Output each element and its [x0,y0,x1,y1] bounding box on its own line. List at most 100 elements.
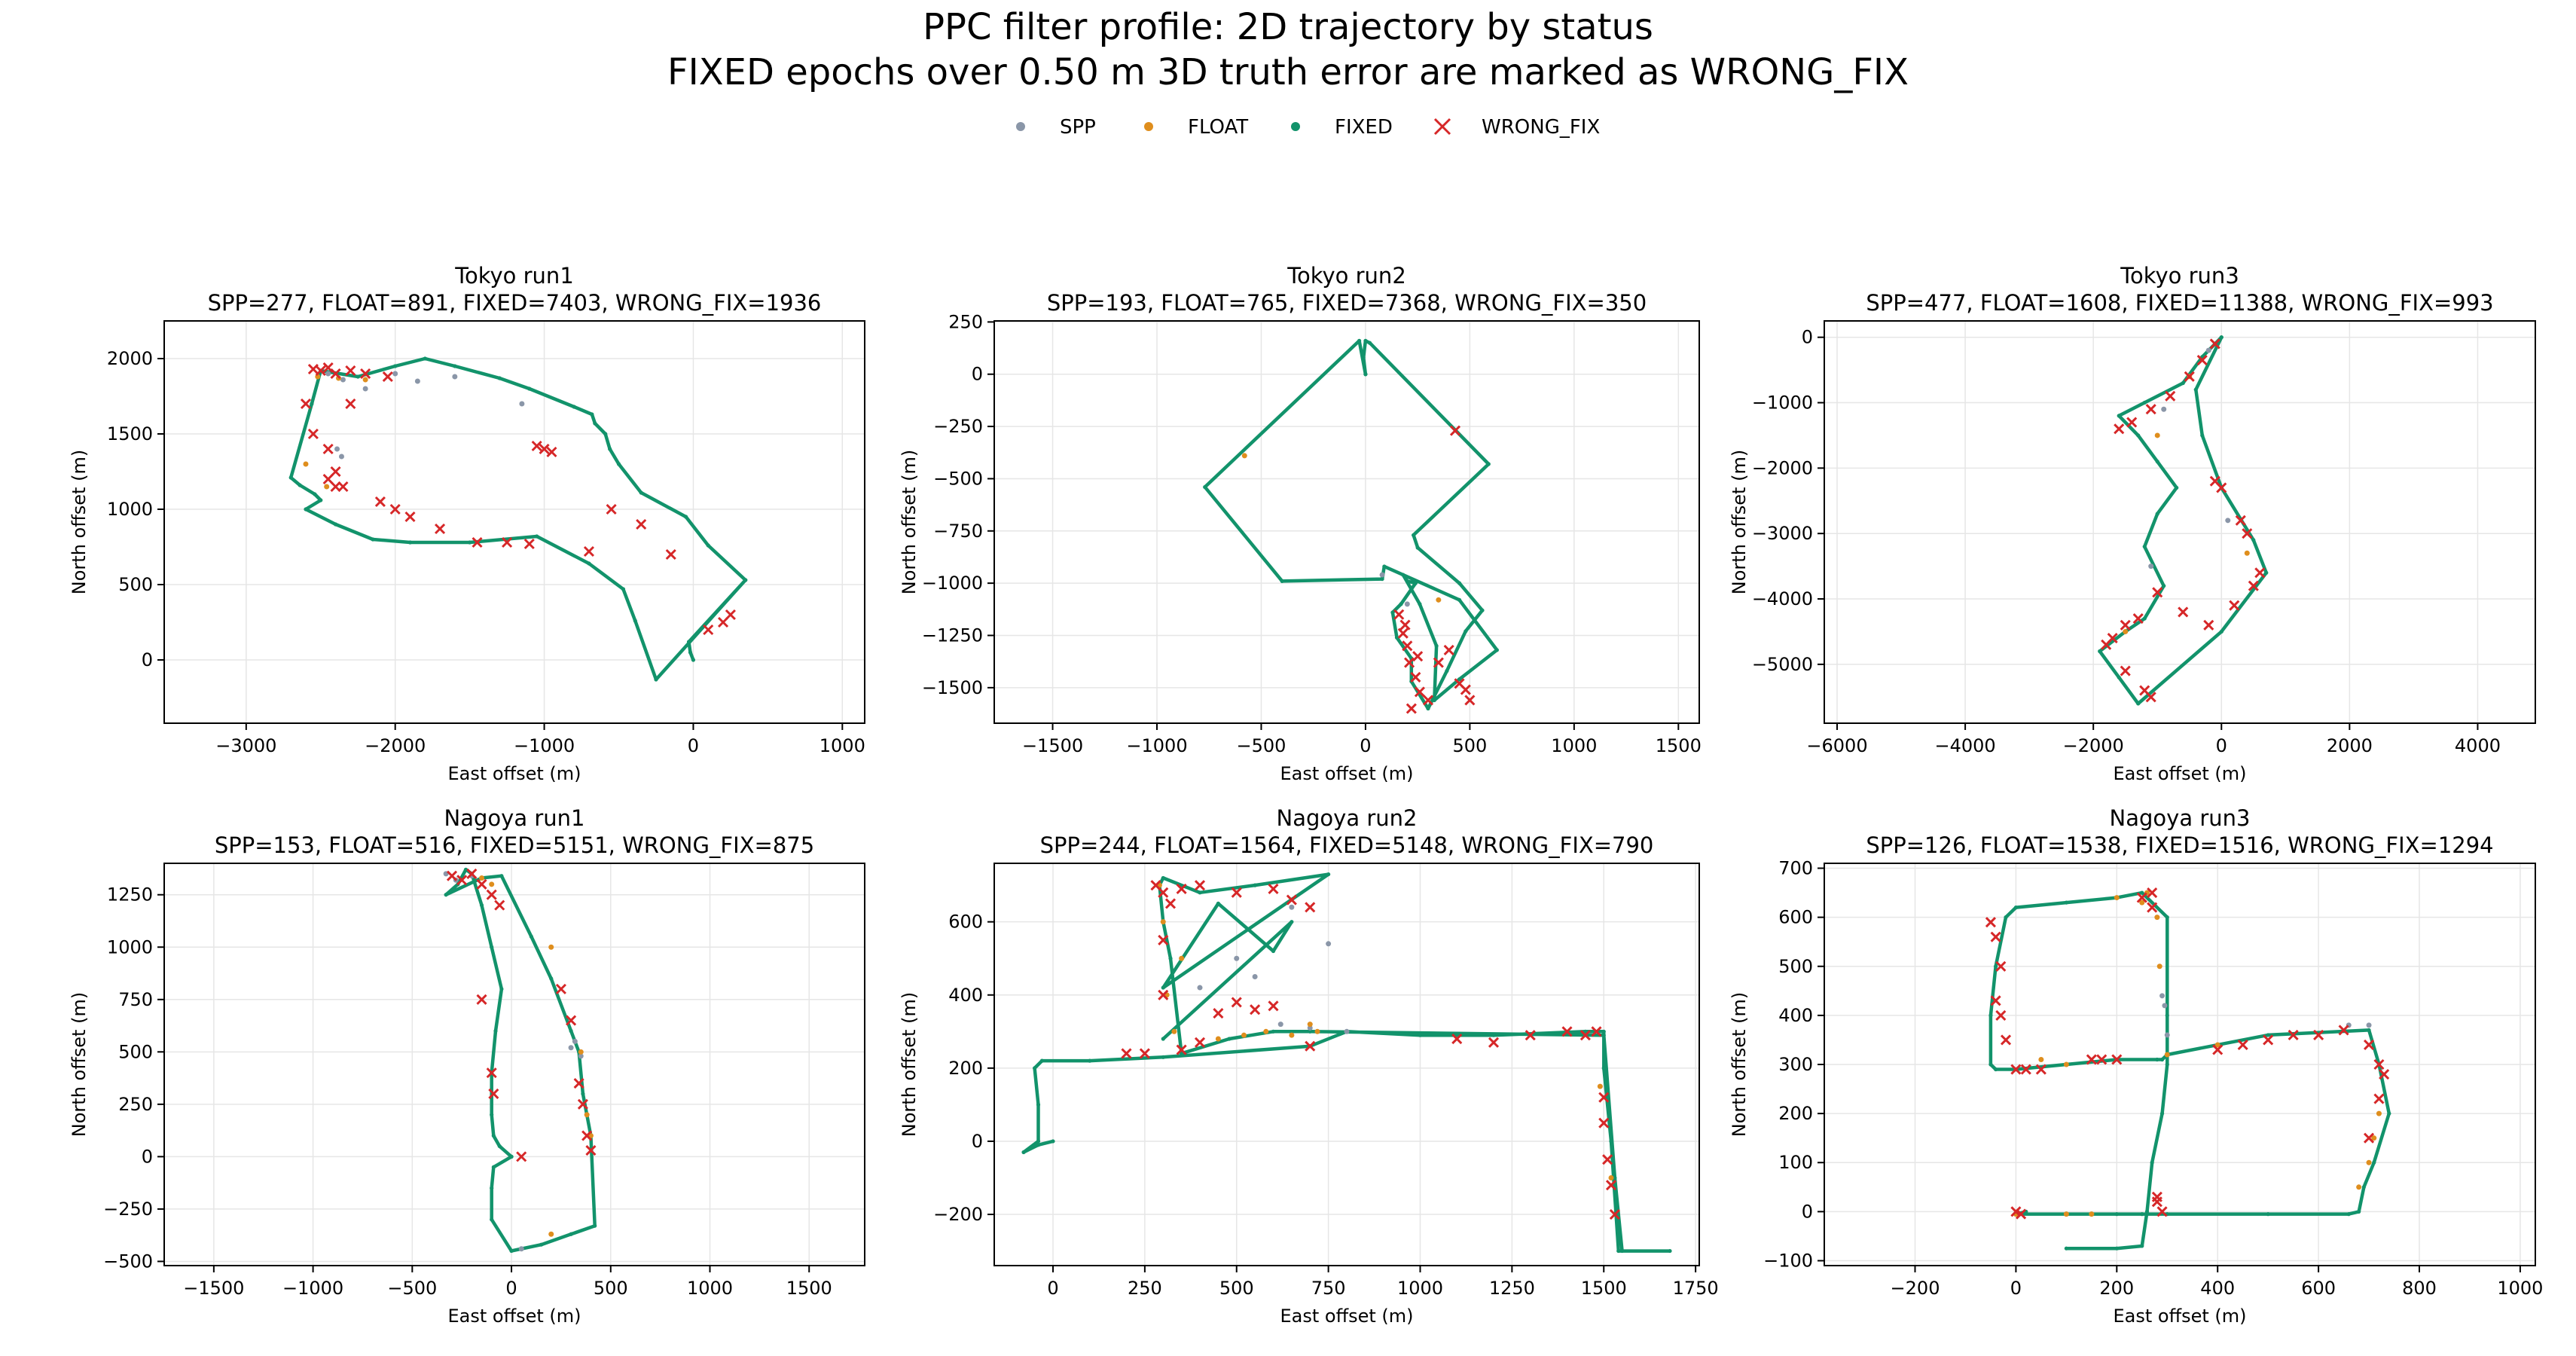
fixed-point [423,356,427,361]
fixed-point [499,987,504,991]
panel-subtitle: SPP=244, FLOAT=1564, FIXED=5148, WRONG_F… [1040,832,1654,858]
wrong-fix-marker [1609,1208,1620,1220]
wrong-fix-marker [1598,1117,1610,1128]
fixed-point [407,540,413,545]
fixed-trajectory-line [1988,890,2391,1251]
x-tick-label: 500 [594,1278,628,1299]
fixed-point [1616,1248,1621,1254]
wrong-fix-marker [2096,1054,2107,1065]
fixed-trajectory-line [288,356,747,682]
x-tick-label: 1000 [1397,1278,1443,1299]
fixed-point [2140,1244,2144,1248]
panel-title: Nagoya run3 [2110,805,2251,831]
fixed-point [393,364,398,368]
x-tick-label: 2000 [2327,735,2373,756]
fixed-point [2098,649,2102,654]
float-point [2164,1052,2170,1058]
wrong-fix-marker [1995,960,2007,972]
fixed-point [1668,1248,1672,1254]
fixed-point [1039,1058,1044,1063]
wrong-fix-marker [1286,894,1297,906]
y-tick-label: 0 [972,1131,983,1152]
wrong-fix-marker [2209,338,2220,350]
panel-subtitle: SPP=153, FLOAT=516, FIXED=5151, WRONG_FI… [215,832,814,858]
fixed-point [590,412,594,417]
wrong-fix-marker [300,398,312,410]
float-point [1160,919,1166,925]
legend-marker-fixed [1291,122,1300,131]
wrong-fix-marker [606,503,617,515]
fixed-point [463,867,469,872]
y-tick-label: 400 [948,985,983,1006]
wrong-fix-marker [1139,1048,1150,1059]
wrong-fix-marker [1231,887,1242,898]
fixed-point [2144,1209,2150,1214]
spp-point [1404,601,1410,607]
fixed-point [549,976,554,981]
x-tick-label: 1500 [1581,1278,1627,1299]
spp-point [519,401,525,407]
fixed-point [1036,1139,1041,1144]
wrong-fix-marker [476,994,487,1005]
spp-point [2148,563,2154,570]
x-axis-label: East offset (m) [2113,763,2246,784]
wrong-fix-marker [404,511,416,523]
float-point [324,484,330,490]
fixed-point [371,537,375,542]
wrong-fix-marker [577,1098,588,1110]
float-point [2063,1211,2069,1217]
wrong-fix-marker [2147,902,2158,913]
fixed-trajectory-line [444,868,597,1253]
float-point [1241,453,1247,459]
fixed-point [1405,579,1409,583]
y-tick-label: −1000 [1752,392,1813,414]
wrong-fix-marker [1213,1007,1224,1019]
spp-point [568,1045,574,1051]
fixed-point [319,498,323,502]
y-tick-label: −200 [933,1204,983,1225]
x-tick-label: 0 [1047,1278,1058,1299]
fixed-point [288,475,293,480]
fixed-point [2155,1057,2159,1062]
x-tick-label: 1750 [1673,1278,1719,1299]
wrong-fix-marker [1393,609,1405,620]
fixed-point [706,543,710,548]
legend: SPP FLOAT FIXED WRONG_FIX [1016,116,1600,139]
wrong-fix-marker [2263,1034,2274,1046]
fixed-point [1036,1102,1041,1107]
float-point [2123,628,2129,634]
wrong-fix-marker [1414,686,1425,698]
wrong-fix-marker [1602,1154,1613,1165]
y-tick-label: 0 [142,1146,153,1167]
float-point [2114,895,2120,901]
fixed-point [535,534,539,539]
fixed-point [2181,380,2185,386]
wrong-fix-marker [523,538,535,550]
float-point [2038,1056,2044,1062]
fixed-point [2357,1209,2361,1214]
wrong-fix-marker [1605,1180,1617,1191]
fixed-point [2266,1033,2270,1037]
wrong-fix-marker [1194,880,1206,891]
x-tick-label: −6000 [1806,735,1867,756]
legend-label-fixed: FIXED [1335,116,1393,139]
y-tick-label: 0 [1802,327,1813,348]
fixed-point [468,540,472,545]
wrong-fix-marker [389,503,401,515]
panel-1: −3000 −2000 −1000 0 1000 0 500 1000 1500 2000 Toky… [69,263,865,784]
wrong-fix-marker [1404,657,1415,668]
wrong-fix-marker [1305,902,1316,913]
y-tick-label: −100 [1763,1250,1813,1271]
float-point [2154,432,2160,438]
fixed-point [603,432,608,436]
fixed-point [616,462,621,466]
fixed-point [1480,608,1485,612]
fixed-point [1161,1055,1165,1059]
plot-area [2098,335,2269,706]
fixed-point [479,903,484,908]
wrong-fix-marker [2338,1025,2349,1036]
wrong-fix-marker [345,398,356,410]
wrong-fix-marker [1231,997,1242,1008]
fixed-point [1382,564,1387,569]
